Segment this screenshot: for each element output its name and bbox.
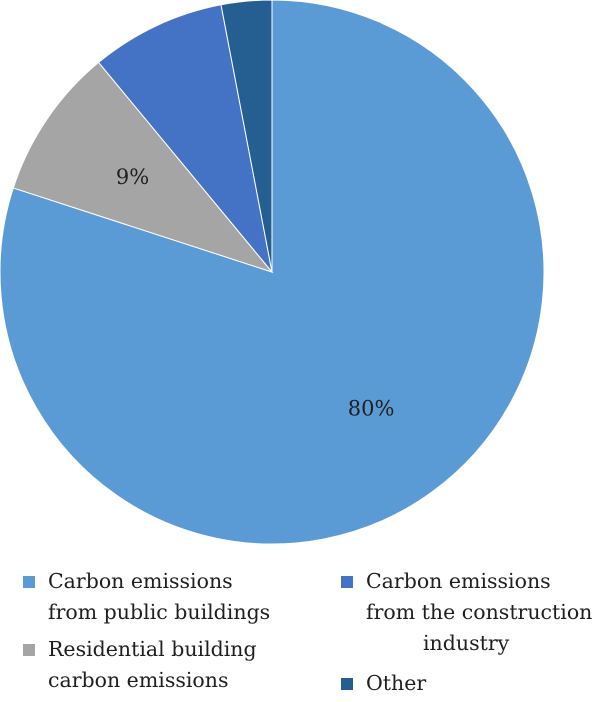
legend-swatch-residential — [23, 644, 35, 656]
pie-slice-residential-building-carbon-emissions — [12, 61, 274, 274]
pie-slices — [0, 0, 545, 545]
legend-label-residential: Residential building carbon emissions — [48, 637, 257, 692]
pie-slice-other — [220, 0, 273, 273]
pie-slice-carbon-emissions-from-the-construction-industry — [97, 4, 273, 273]
legend-swatch-public-buildings — [23, 576, 35, 588]
legend-label-construction-industry: Carbon emissions from the construction ind… — [366, 569, 593, 655]
legend-item-other: Other — [341, 668, 600, 699]
pie-label-carbon-emissions-from-public-buildings: 80% — [348, 396, 395, 420]
legend-label-other: Other — [366, 671, 427, 695]
pie-slice-labels: 80% 9% — [116, 165, 395, 420]
pie-slice-carbon-emissions-from-public-buildings — [0, 0, 545, 545]
legend-item-construction-industry: Carbon emissions from the construction ind… — [341, 566, 600, 659]
legend-item-residential: Residential building carbon emissions — [23, 634, 313, 696]
legend-swatch-other — [341, 678, 353, 690]
pie-label-residential-building-carbon-emissions: 9% — [116, 165, 149, 189]
legend-swatch-construction-industry — [341, 576, 353, 588]
chart-legend: Carbon emissions from public buildings Re… — [0, 566, 600, 700]
pie-chart: 80% 9% — [0, 0, 545, 545]
legend-item-public-buildings: Carbon emissions from public buildings — [23, 566, 313, 628]
legend-label-public-buildings: Carbon emissions from public buildings — [48, 569, 271, 624]
